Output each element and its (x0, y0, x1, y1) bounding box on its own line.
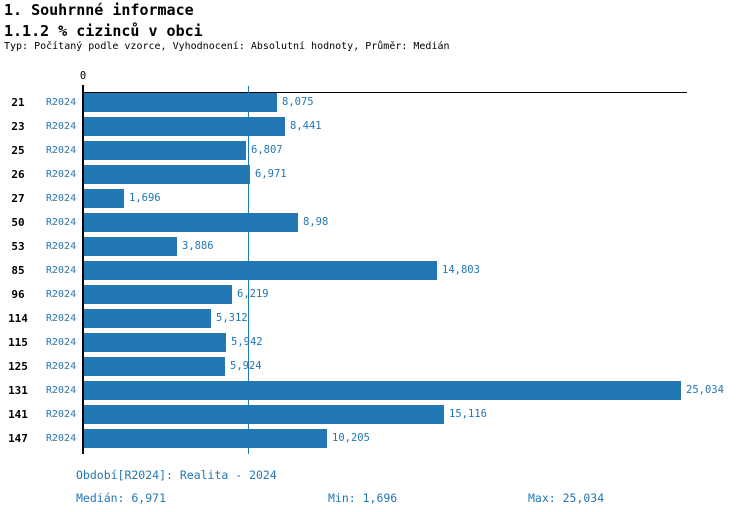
chart-row: 23 R2024 8,441 (0, 117, 750, 136)
series-label: R2024 (46, 289, 77, 300)
series-label: R2024 (46, 409, 77, 420)
series-label: R2024 (46, 313, 77, 324)
value-label: 14,803 (442, 264, 480, 276)
bar (84, 333, 226, 352)
series-label: R2024 (46, 241, 77, 252)
chart-row: 147 R2024 10,205 (0, 429, 750, 448)
series-label: R2024 (46, 145, 77, 156)
bar (84, 117, 285, 136)
series-label: R2024 (46, 97, 77, 108)
chart-row: 85 R2024 14,803 (0, 261, 750, 280)
bar (84, 357, 225, 376)
value-label: 6,807 (251, 144, 283, 156)
x-axis-line (82, 92, 687, 93)
bar (84, 285, 232, 304)
y-axis-line (82, 85, 84, 454)
category-label: 27 (11, 192, 25, 205)
bar (84, 213, 298, 232)
series-label: R2024 (46, 265, 77, 276)
category-label: 25 (11, 144, 25, 157)
value-label: 1,696 (129, 192, 161, 204)
max-stat: Max: 25,034 (528, 491, 605, 505)
category-label: 50 (11, 216, 25, 229)
chart-row: 25 R2024 6,807 (0, 141, 750, 160)
bar (84, 381, 681, 400)
report-section-title: 1. Souhrnné informace (4, 1, 194, 19)
series-label: R2024 (46, 337, 77, 348)
category-label: 21 (11, 96, 25, 109)
value-label: 6,971 (255, 168, 287, 180)
value-label: 3,886 (182, 240, 214, 252)
bar (84, 405, 444, 424)
category-label: 85 (11, 264, 25, 277)
category-label: 115 (8, 336, 28, 349)
chart-row: 96 R2024 6,219 (0, 285, 750, 304)
value-label: 10,205 (332, 432, 370, 444)
value-label: 8,075 (282, 96, 314, 108)
chart-row: 115 R2024 5,942 (0, 333, 750, 352)
bar (84, 93, 277, 112)
category-label: 96 (11, 288, 25, 301)
bar (84, 237, 177, 256)
value-label: 5,312 (216, 312, 248, 324)
category-label: 23 (11, 120, 25, 133)
chart-row: 26 R2024 6,971 (0, 165, 750, 184)
category-label: 114 (8, 312, 28, 325)
median-stat: Medián: 6,971 (76, 491, 167, 505)
chart-row: 53 R2024 3,886 (0, 237, 750, 256)
value-label: 15,116 (449, 408, 487, 420)
category-label: 147 (8, 432, 28, 445)
bar (84, 165, 250, 184)
value-label: 8,441 (290, 120, 322, 132)
series-label: R2024 (46, 361, 77, 372)
chart-row: 114 R2024 5,312 (0, 309, 750, 328)
chart-row: 141 R2024 15,116 (0, 405, 750, 424)
value-label: 5,924 (230, 360, 262, 372)
category-label: 26 (11, 168, 25, 181)
bar (84, 141, 246, 160)
value-label: 25,034 (686, 384, 724, 396)
min-stat: Min: 1,696 (328, 491, 398, 505)
bar (84, 429, 327, 448)
chart-row: 125 R2024 5,924 (0, 357, 750, 376)
value-label: 8,98 (303, 216, 329, 228)
series-label: R2024 (46, 121, 77, 132)
series-label: R2024 (46, 385, 77, 396)
series-label: R2024 (46, 433, 77, 444)
category-label: 141 (8, 408, 28, 421)
chart-title: 1.1.2 % cizinců v obci (4, 22, 203, 40)
bar-chart: 0 21 R2024 8,075 23 R2024 8,441 25 R2024 6,807 26… (0, 70, 750, 454)
chart-row: 50 R2024 8,98 (0, 213, 750, 232)
category-label: 53 (11, 240, 25, 253)
category-label: 125 (8, 360, 28, 373)
series-label: R2024 (46, 169, 77, 180)
chart-row: 27 R2024 1,696 (0, 189, 750, 208)
bar (84, 309, 211, 328)
bar (84, 261, 437, 280)
chart-row: 131 R2024 25,034 (0, 381, 750, 400)
chart-row: 21 R2024 8,075 (0, 93, 750, 112)
bar (84, 189, 124, 208)
chart-subtitle: Typ: Počítaný podle vzorce, Vyhodnocení:… (4, 41, 450, 52)
category-label: 131 (8, 384, 28, 397)
value-label: 6,219 (237, 288, 269, 300)
series-label: R2024 (46, 193, 77, 204)
period-legend: Období[R2024]: Realita - 2024 (76, 468, 277, 482)
x-axis-origin-tick-label: 0 (79, 70, 87, 82)
value-label: 5,942 (231, 336, 263, 348)
series-label: R2024 (46, 217, 77, 228)
